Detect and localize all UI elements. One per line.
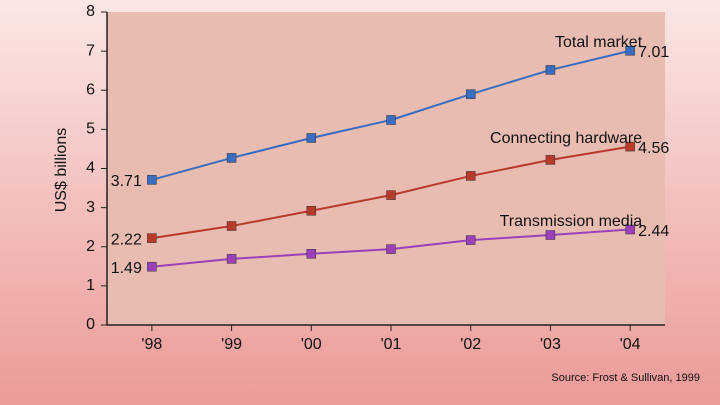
- data-label: 2.44: [638, 223, 669, 240]
- x-tick-label: '02: [460, 336, 481, 353]
- y-tick-label: 8: [86, 3, 95, 20]
- x-tick-label: '98: [141, 336, 162, 353]
- data-point: [545, 155, 556, 165]
- x-tick-label: '00: [301, 336, 322, 353]
- y-tick-label: 5: [86, 121, 95, 138]
- data-point: [226, 153, 237, 163]
- x-tick-label: '03: [540, 336, 561, 353]
- series-name: Transmission media: [500, 213, 643, 230]
- data-label: 3.71: [111, 173, 142, 190]
- y-tick-label: 1: [86, 277, 95, 294]
- data-label: 4.56: [638, 140, 669, 157]
- data-point: [147, 233, 157, 243]
- y-tick-label: 2: [86, 238, 95, 255]
- data-label: 1.49: [111, 260, 142, 277]
- y-tick-label: 7: [86, 42, 95, 59]
- data-label: 7.01: [638, 44, 669, 61]
- data-point: [625, 45, 635, 56]
- x-tick-label: '99: [221, 336, 242, 353]
- data-label: 2.22: [111, 231, 142, 248]
- data-point: [465, 235, 476, 245]
- data-point: [147, 261, 157, 272]
- y-tick-label: 6: [86, 81, 95, 98]
- data-point: [545, 65, 556, 75]
- data-point: [306, 249, 317, 259]
- data-point: [226, 254, 237, 264]
- source-note: Source: Frost & Sullivan, 1999: [551, 372, 700, 384]
- data-point: [465, 89, 476, 99]
- y-tick-label: 3: [86, 199, 95, 216]
- data-point: [386, 115, 396, 125]
- y-axis-label: US$ billions: [53, 128, 70, 212]
- data-point: [545, 230, 556, 240]
- data-point: [306, 206, 317, 216]
- x-tick-label: '04: [620, 336, 641, 353]
- x-tick-label: '01: [381, 336, 402, 353]
- series-name: Total market: [555, 34, 643, 51]
- data-point: [386, 190, 396, 200]
- y-tick-label: 4: [86, 160, 95, 177]
- data-point: [226, 221, 237, 231]
- data-point: [306, 133, 317, 143]
- data-point: [386, 244, 396, 254]
- y-tick-label: 0: [86, 316, 95, 333]
- data-point: [625, 141, 635, 152]
- data-point: [465, 171, 476, 181]
- series-name: Connecting hardware: [490, 130, 642, 147]
- data-point: [147, 175, 157, 185]
- data-point: [625, 224, 635, 235]
